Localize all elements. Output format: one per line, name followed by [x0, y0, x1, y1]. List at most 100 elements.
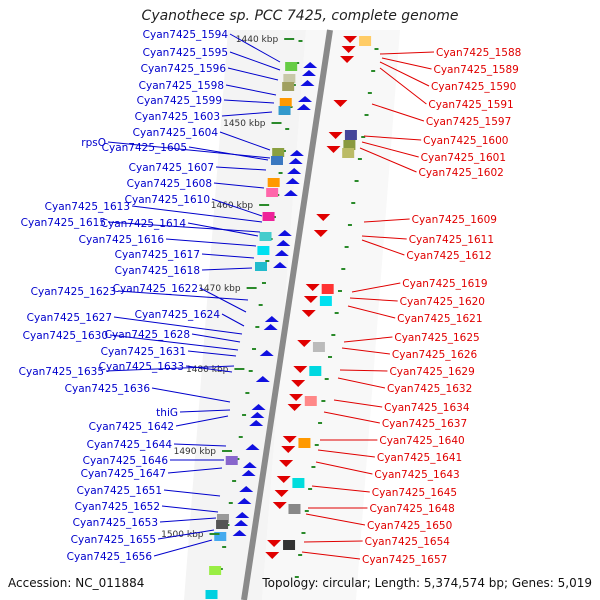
gene-arrow-forward[interactable] [288, 158, 303, 164]
gene-arrow-reverse[interactable] [272, 502, 287, 509]
right-gene-label[interactable]: Cyan7425_1620 [400, 296, 485, 308]
right-gene-label[interactable]: Cyan7425_1643 [374, 469, 459, 481]
left-gene-label[interactable]: Cyan7425_1608 [127, 178, 212, 190]
right-gene-label[interactable]: Cyan7425_1589 [434, 64, 519, 76]
right-gene-label[interactable]: Cyan7425_1634 [384, 402, 470, 414]
right-gene-label[interactable]: Cyan7425_1637 [382, 418, 467, 430]
gene-arrow-reverse[interactable] [287, 404, 302, 411]
left-gene-label[interactable]: Cyan7425_1644 [87, 439, 173, 451]
gene-arrow-reverse[interactable] [279, 460, 294, 467]
left-gene-label[interactable]: Cyan7425_1642 [89, 421, 174, 433]
right-gene-label[interactable]: Cyan7425_1645 [372, 487, 457, 499]
gene-block[interactable] [254, 262, 267, 271]
gene-arrow-forward[interactable] [241, 470, 256, 476]
gene-block[interactable] [359, 36, 372, 46]
gene-arrow-reverse[interactable] [301, 310, 316, 317]
gene-block[interactable] [270, 156, 283, 165]
gene-block[interactable] [205, 590, 218, 599]
gene-block[interactable] [262, 212, 275, 221]
left-gene-label[interactable]: Cyan7425_1614 [101, 218, 187, 230]
gene-arrow-forward[interactable] [285, 178, 300, 184]
gene-arrow-reverse[interactable] [293, 366, 308, 373]
left-gene-label[interactable]: Cyan7425_1613 [45, 201, 130, 213]
gene-block[interactable] [312, 342, 325, 352]
left-gene-label[interactable]: Cyan7425_1617 [115, 249, 200, 261]
left-gene-label[interactable]: Cyan7425_1607 [129, 162, 214, 174]
gene-block[interactable] [298, 438, 311, 448]
gene-arrow-forward[interactable] [237, 498, 252, 504]
gene-arrow-reverse[interactable] [333, 100, 348, 107]
gene-arrow-forward[interactable] [283, 190, 298, 196]
gene-arrow-reverse[interactable] [328, 132, 343, 139]
right-gene-label[interactable]: Cyan7425_1625 [394, 332, 479, 344]
gene-arrow-forward[interactable] [264, 316, 279, 322]
gene-arrow-reverse[interactable] [343, 36, 358, 43]
right-gene-label[interactable]: Cyan7425_1650 [367, 520, 452, 532]
left-gene-label[interactable]: Cyan7425_1627 [27, 312, 112, 324]
gene-block[interactable] [216, 520, 229, 529]
gene-arrow-forward[interactable] [300, 80, 315, 86]
gene-block[interactable] [278, 106, 291, 115]
left-gene-label[interactable]: Cyan7425_1628 [105, 329, 190, 341]
gene-arrow-reverse[interactable] [297, 340, 312, 347]
gene-arrow-forward[interactable] [232, 530, 247, 536]
left-gene-label[interactable]: Cyan7425_1622 [113, 283, 198, 295]
left-gene-label[interactable]: Cyan7425_1656 [67, 551, 153, 563]
gene-block[interactable] [259, 232, 272, 241]
right-gene-label[interactable]: Cyan7425_1601 [421, 152, 506, 164]
gene-block[interactable] [288, 504, 301, 514]
gene-arrow-reverse[interactable] [289, 394, 304, 401]
right-gene-label[interactable]: Cyan7425_1590 [431, 81, 516, 93]
gene-block[interactable] [292, 478, 305, 488]
gene-arrow-reverse[interactable] [281, 446, 296, 453]
right-gene-label[interactable]: Cyan7425_1632 [387, 383, 472, 395]
gene-arrow-reverse[interactable] [282, 436, 297, 443]
right-gene-label[interactable]: Cyan7425_1600 [423, 135, 508, 147]
left-gene-label[interactable]: Cyan7425_1633 [99, 361, 184, 373]
gene-arrow-forward[interactable] [239, 486, 254, 492]
left-gene-label[interactable]: Cyan7425_1636 [65, 383, 151, 395]
right-gene-label[interactable]: Cyan7425_1611 [409, 234, 494, 246]
gene-arrow-reverse[interactable] [340, 56, 355, 63]
left-gene-label[interactable]: Cyan7425_1631 [101, 346, 186, 358]
gene-arrow-reverse[interactable] [313, 230, 328, 237]
left-gene-label[interactable]: Cyan7425_1623 [31, 286, 116, 298]
gene-block[interactable] [285, 62, 298, 71]
gene-arrow-forward[interactable] [289, 150, 304, 156]
right-gene-label[interactable]: Cyan7425_1588 [436, 47, 521, 59]
gene-arrow-reverse[interactable] [265, 552, 280, 559]
gene-arrow-forward[interactable] [259, 350, 274, 356]
gene-arrow-reverse[interactable] [303, 296, 318, 303]
right-gene-label[interactable]: Cyan7425_1654 [365, 536, 451, 548]
left-gene-label[interactable]: thiG [156, 407, 178, 419]
gene-block[interactable] [283, 540, 296, 550]
left-gene-label[interactable]: Cyan7425_1647 [81, 468, 166, 480]
gene-arrow-forward[interactable] [301, 70, 316, 76]
gene-arrow-forward[interactable] [277, 230, 292, 236]
gene-block[interactable] [282, 82, 295, 91]
right-gene-label[interactable]: Cyan7425_1597 [426, 116, 511, 128]
left-gene-label[interactable]: Cyan7425_1599 [137, 95, 222, 107]
gene-block[interactable] [267, 178, 280, 187]
left-gene-label[interactable]: Cyan7425_1610 [125, 194, 210, 206]
left-gene-label[interactable]: Cyan7425_1655 [71, 534, 156, 546]
right-gene-label[interactable]: Cyan7425_1626 [392, 349, 478, 361]
left-gene-label[interactable]: Cyan7425_1653 [73, 517, 158, 529]
gene-arrow-reverse[interactable] [316, 214, 331, 221]
left-gene-label[interactable]: Cyan7425_1630 [23, 330, 108, 342]
right-gene-label[interactable]: Cyan7425_1657 [362, 554, 447, 566]
gene-block[interactable] [283, 74, 296, 83]
gene-block[interactable] [344, 130, 357, 140]
gene-block[interactable] [342, 148, 355, 158]
gene-arrow-forward[interactable] [298, 96, 313, 102]
gene-block[interactable] [257, 246, 270, 255]
left-gene-label[interactable]: Cyan7425_1595 [143, 47, 228, 59]
left-gene-label[interactable]: Cyan7425_1615 [21, 217, 106, 229]
left-gene-label[interactable]: Cyan7425_1596 [141, 63, 227, 75]
gene-arrow-forward[interactable] [242, 462, 257, 468]
gene-block[interactable] [272, 148, 285, 157]
gene-block[interactable] [343, 140, 356, 150]
gene-arrow-reverse[interactable] [326, 146, 341, 153]
gene-block[interactable] [214, 532, 227, 541]
gene-block[interactable] [309, 366, 322, 376]
